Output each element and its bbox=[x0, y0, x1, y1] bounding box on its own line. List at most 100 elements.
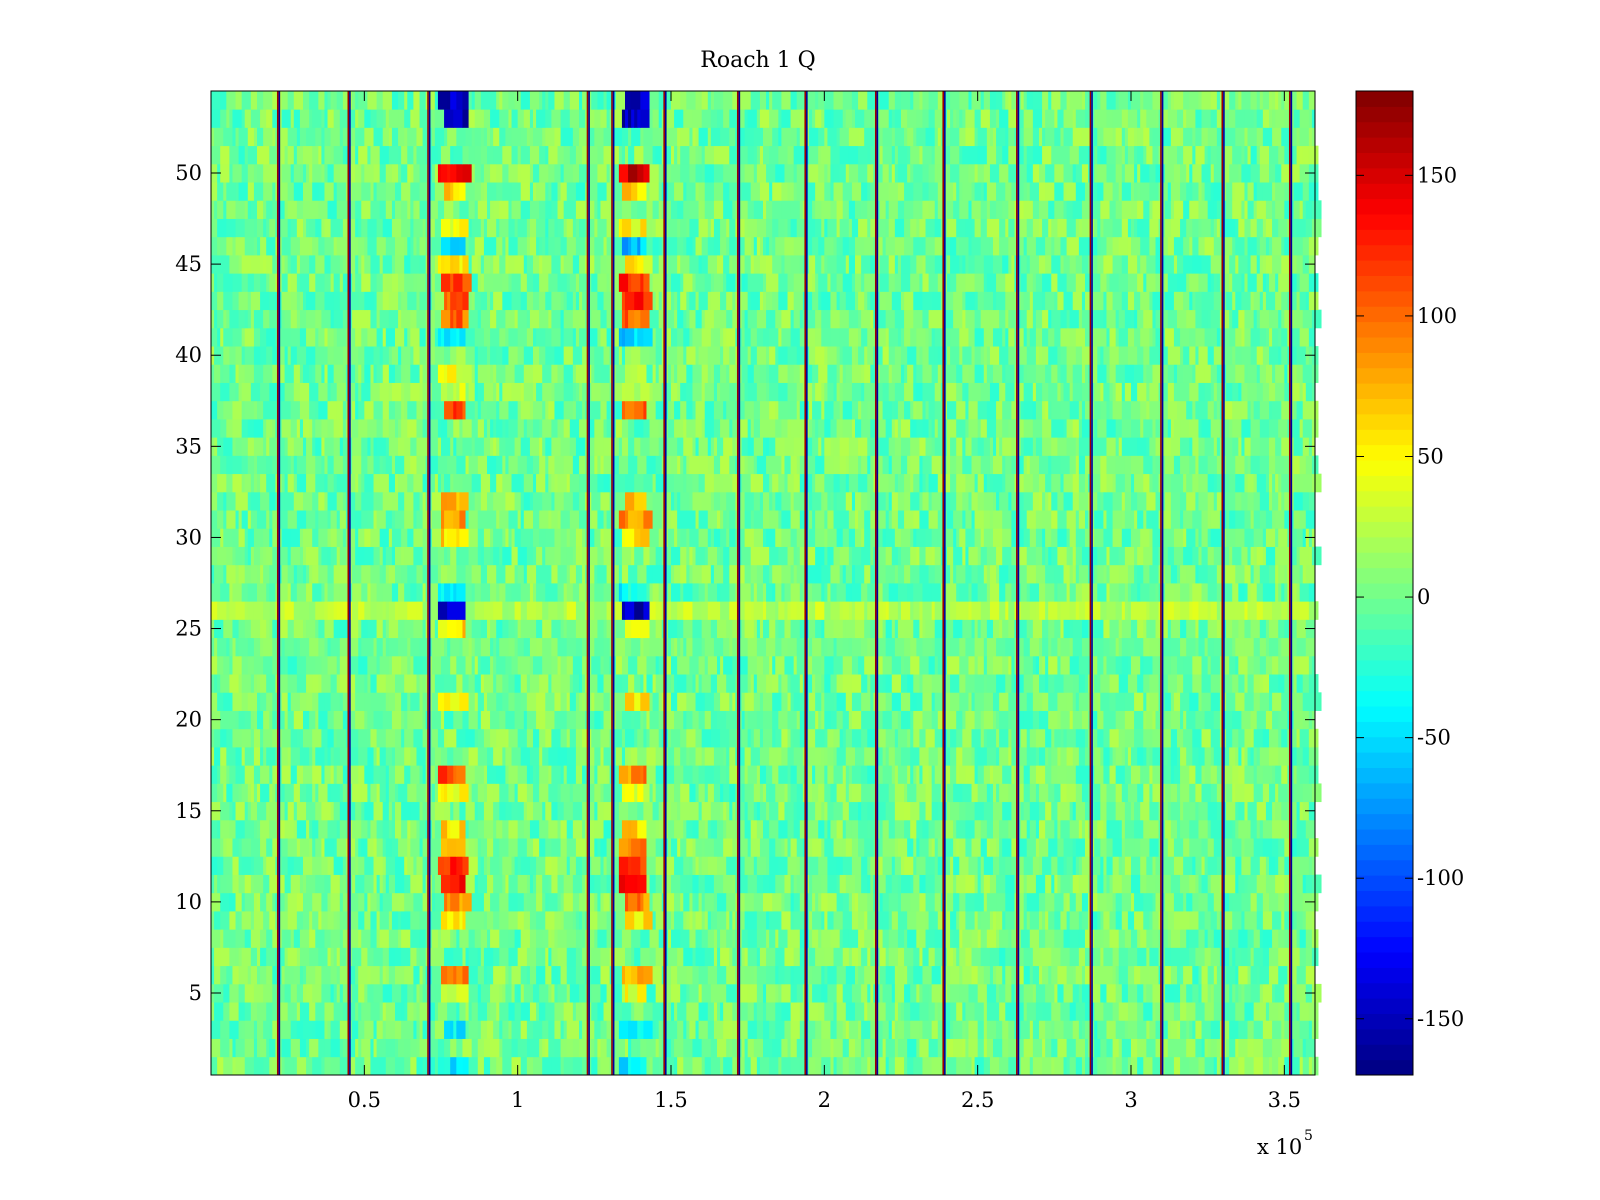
heatmap-cell bbox=[756, 583, 764, 602]
heatmap-cell bbox=[1198, 929, 1205, 948]
heatmap-cell bbox=[861, 801, 868, 821]
heatmap-cell bbox=[1005, 856, 1012, 875]
heatmap-cell bbox=[631, 856, 641, 875]
heatmap-cell bbox=[628, 674, 635, 693]
heatmap-cell bbox=[496, 674, 503, 693]
heatmap-cell bbox=[1042, 1002, 1052, 1021]
heatmap-cell bbox=[962, 710, 966, 730]
heatmap-cell bbox=[664, 655, 672, 675]
heatmap-cell bbox=[787, 710, 798, 730]
heatmap-cell bbox=[1121, 1038, 1132, 1058]
heatmap-cell bbox=[352, 947, 362, 967]
heatmap-cell bbox=[434, 619, 439, 639]
heatmap-cell bbox=[701, 619, 712, 639]
heatmap-cell bbox=[1017, 856, 1025, 875]
heatmap-cell bbox=[1097, 819, 1104, 839]
heatmap-cell bbox=[566, 765, 577, 784]
heatmap-cell bbox=[646, 747, 657, 766]
heatmap-cell bbox=[247, 965, 252, 985]
heatmap-cell bbox=[1094, 747, 1101, 766]
heatmap-cell bbox=[1244, 637, 1255, 657]
heatmap-cell bbox=[947, 801, 951, 821]
heatmap-cell bbox=[959, 801, 966, 821]
heatmap-cell bbox=[612, 783, 623, 803]
heatmap-cell bbox=[1201, 728, 1212, 748]
heatmap-cell bbox=[1155, 583, 1159, 602]
heatmap-cell bbox=[391, 655, 399, 675]
heatmap-cell bbox=[1100, 692, 1110, 711]
heatmap-cell bbox=[873, 838, 883, 857]
heatmap-cell bbox=[775, 601, 779, 620]
heatmap-cell bbox=[600, 892, 604, 912]
heatmap-cell bbox=[729, 747, 736, 766]
heatmap-cell bbox=[686, 692, 696, 711]
heatmap-cell bbox=[1057, 710, 1061, 730]
heatmap-cell bbox=[468, 783, 473, 803]
heatmap-cell bbox=[698, 655, 706, 675]
heatmap-cell bbox=[232, 692, 243, 711]
heatmap-cell bbox=[836, 892, 844, 912]
heatmap-cell bbox=[250, 564, 258, 584]
heatmap-cell bbox=[1124, 692, 1135, 711]
heatmap-cell bbox=[1029, 765, 1037, 784]
heatmap-cell bbox=[631, 819, 638, 839]
heatmap-cell bbox=[1137, 1002, 1144, 1021]
heatmap-cell bbox=[1112, 838, 1123, 857]
heatmap-cell bbox=[827, 747, 834, 766]
heatmap-cell bbox=[1155, 892, 1163, 912]
heatmap-cell bbox=[603, 583, 611, 602]
heatmap-cell bbox=[364, 710, 368, 730]
heatmap-cell bbox=[701, 838, 706, 857]
heatmap-cell bbox=[913, 710, 923, 730]
heatmap-cell bbox=[560, 965, 568, 985]
heatmap-cell bbox=[410, 1038, 417, 1058]
heatmap-cell bbox=[784, 783, 788, 803]
heatmap-cell bbox=[551, 1056, 561, 1076]
heatmap-cell bbox=[1051, 801, 1058, 821]
heatmap-cell bbox=[1290, 601, 1301, 620]
heatmap-cell bbox=[1005, 965, 1012, 985]
heatmap-cell bbox=[569, 728, 577, 748]
heatmap-cell bbox=[447, 911, 454, 930]
heatmap-cell bbox=[1173, 1002, 1181, 1021]
heatmap-cell bbox=[1060, 619, 1064, 639]
heatmap-cell bbox=[759, 838, 770, 857]
heatmap-cell bbox=[879, 819, 883, 839]
heatmap-cell bbox=[600, 728, 611, 748]
heatmap-cell bbox=[456, 965, 463, 985]
heatmap-cell bbox=[1232, 911, 1242, 930]
heatmap-cell bbox=[652, 692, 660, 711]
heatmap-cell bbox=[1014, 1002, 1025, 1021]
heatmap-cell bbox=[1131, 655, 1141, 675]
heatmap-cell bbox=[845, 747, 856, 766]
heatmap-cell bbox=[775, 838, 782, 857]
heatmap-cell bbox=[339, 747, 350, 766]
heatmap-cell bbox=[517, 655, 522, 675]
heatmap-cell bbox=[615, 637, 626, 657]
heatmap-cell bbox=[594, 838, 598, 857]
heatmap-cell bbox=[732, 655, 739, 675]
heatmap-cell bbox=[631, 947, 635, 967]
heatmap-cell bbox=[1057, 819, 1061, 839]
heatmap-cell bbox=[1275, 783, 1279, 803]
heatmap-cell bbox=[447, 856, 451, 875]
heatmap-cell bbox=[879, 783, 890, 803]
heatmap-cell bbox=[885, 619, 893, 639]
heatmap-cell bbox=[876, 1002, 887, 1021]
heatmap-cell bbox=[664, 765, 675, 784]
heatmap-cell bbox=[1057, 1038, 1067, 1058]
heatmap-cell bbox=[370, 765, 374, 784]
heatmap-cell bbox=[330, 1020, 341, 1039]
heatmap-cell bbox=[1262, 1038, 1273, 1058]
heatmap-cell bbox=[790, 765, 798, 784]
heatmap-cell bbox=[836, 783, 847, 803]
heatmap-cell bbox=[904, 637, 911, 657]
heatmap-cell bbox=[339, 583, 350, 602]
heatmap-cell bbox=[499, 947, 509, 967]
heatmap-cell bbox=[508, 637, 515, 657]
heatmap-cell bbox=[1259, 1002, 1267, 1021]
heatmap-cell bbox=[229, 655, 233, 675]
heatmap-cell bbox=[1232, 947, 1236, 967]
heatmap-cell bbox=[388, 637, 399, 657]
heatmap-cell bbox=[943, 1020, 951, 1039]
